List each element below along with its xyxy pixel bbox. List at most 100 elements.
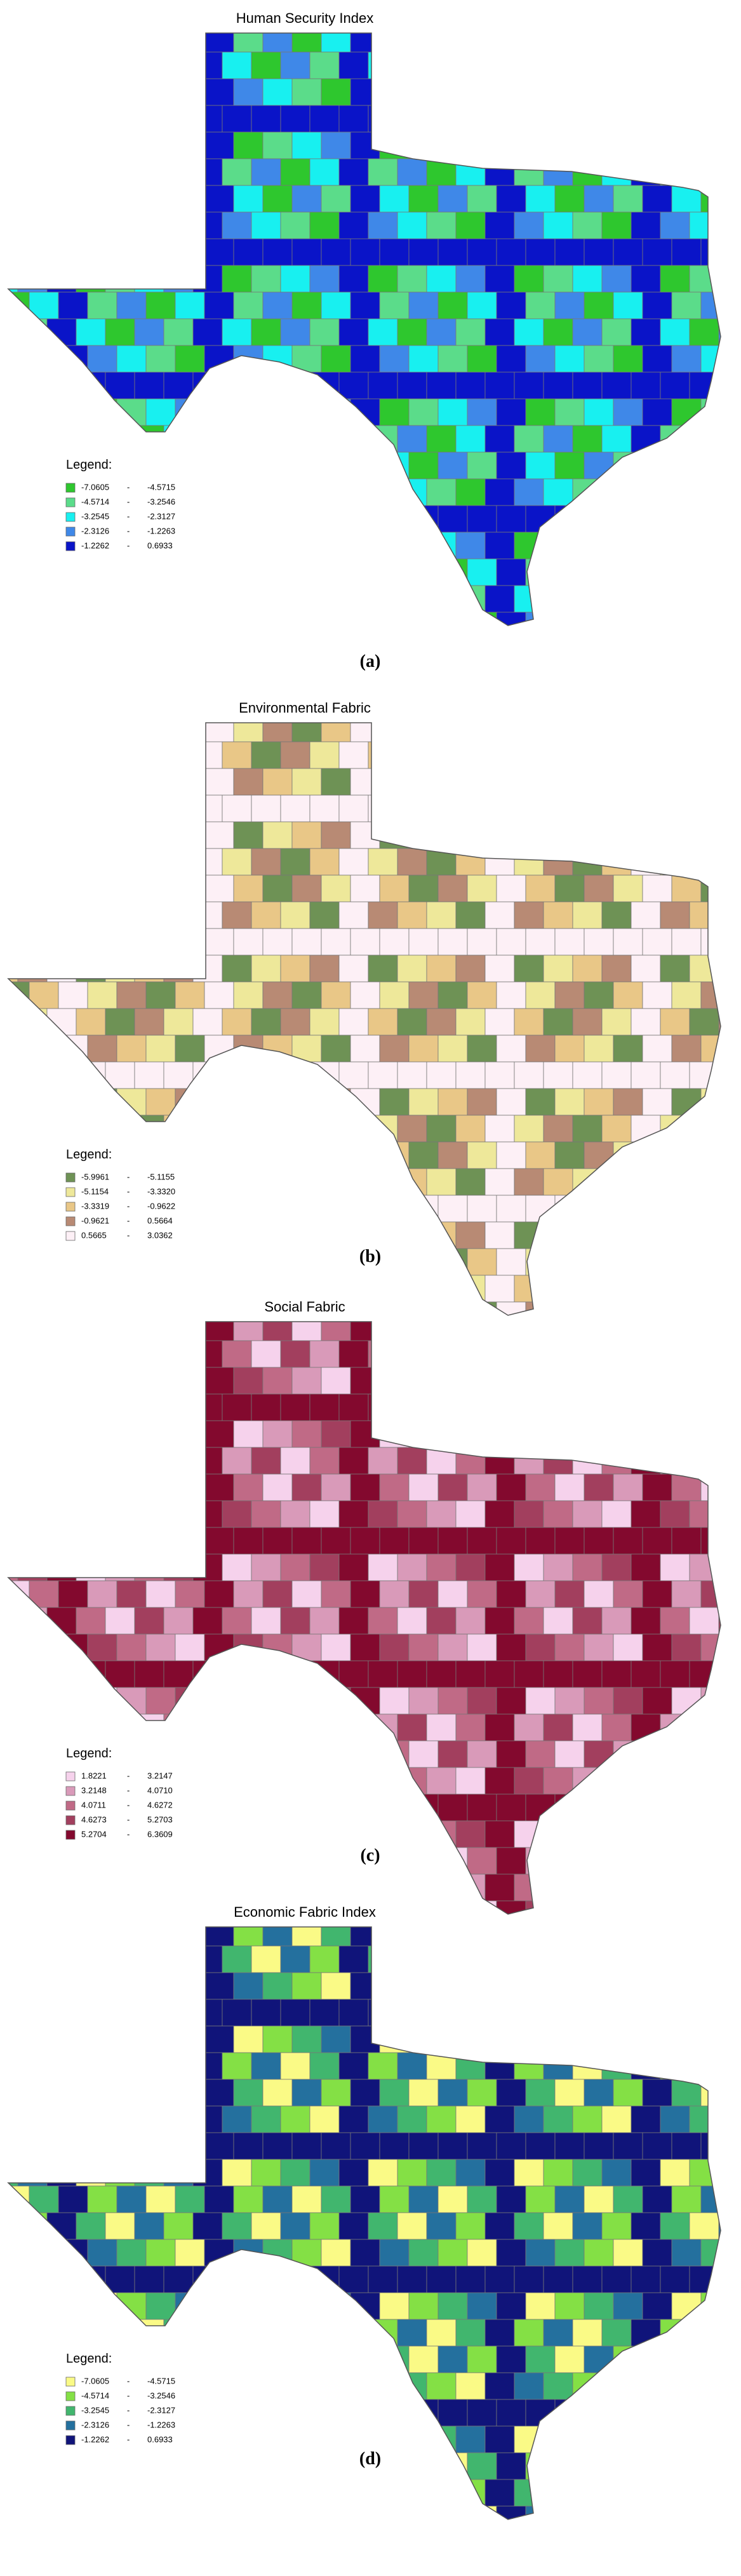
county (689, 158, 719, 186)
county (262, 1927, 293, 1947)
county (76, 265, 106, 293)
county (204, 1972, 234, 2000)
county (350, 238, 380, 266)
county (17, 1275, 48, 1303)
county (543, 1447, 573, 1475)
county (280, 158, 310, 186)
county (572, 211, 603, 239)
county (163, 1340, 194, 1368)
county (554, 1367, 585, 1395)
county (496, 1248, 526, 1276)
county (554, 238, 585, 266)
county (222, 1168, 252, 1196)
county (29, 2292, 59, 2320)
county (601, 1714, 632, 1741)
county (631, 1714, 661, 1741)
county (29, 1035, 59, 1063)
county (718, 1340, 721, 1368)
county (455, 1820, 486, 1848)
county (514, 105, 544, 133)
county (554, 768, 585, 796)
county (87, 1367, 117, 1395)
county (291, 2185, 322, 2213)
county (584, 2025, 614, 2053)
county (192, 1168, 223, 1196)
county (525, 2025, 556, 2053)
county (204, 1141, 234, 1169)
county (642, 452, 672, 480)
county (291, 821, 322, 849)
county (730, 2399, 741, 2426)
county (496, 558, 526, 586)
county (145, 2239, 176, 2267)
county (660, 1008, 690, 1036)
county (175, 33, 205, 53)
county (134, 2265, 164, 2293)
county (222, 585, 252, 613)
county (280, 1607, 310, 1635)
legend-low: -2.3126 (81, 526, 109, 535)
county (8, 105, 18, 133)
county (17, 265, 48, 293)
county (58, 1527, 88, 1555)
county (8, 1275, 18, 1303)
county (0, 1928, 18, 1954)
legend-dash: - (127, 1230, 130, 1240)
county (233, 78, 264, 106)
county (58, 2185, 88, 2213)
county (554, 1527, 585, 1555)
county (164, 1329, 193, 1355)
county (280, 2265, 310, 2293)
county (584, 2185, 614, 2213)
county (584, 1740, 614, 1768)
county (134, 1115, 164, 1143)
county (601, 1168, 632, 1196)
county (514, 1767, 544, 1795)
county (116, 185, 147, 213)
county (251, 478, 281, 506)
county (397, 1168, 427, 1196)
county (642, 292, 672, 319)
county (514, 2533, 544, 2559)
county (642, 1740, 672, 1768)
county (601, 318, 632, 346)
legend-low: -3.3319 (81, 1201, 109, 1211)
county (192, 105, 223, 133)
county (368, 2159, 398, 2187)
county (116, 558, 147, 586)
legend-title: Legend: (66, 1747, 112, 1761)
county (631, 1660, 661, 1688)
county (671, 1847, 702, 1875)
county (554, 398, 585, 426)
county (554, 1927, 585, 1947)
county (192, 425, 223, 453)
county (338, 372, 369, 399)
county (58, 928, 88, 956)
county (379, 1927, 410, 1947)
county (730, 1367, 741, 1394)
county (192, 2265, 223, 2293)
county (543, 795, 573, 822)
county (251, 1553, 281, 1581)
county (671, 2185, 702, 2213)
county (309, 1115, 340, 1143)
county (309, 532, 340, 560)
county (105, 532, 135, 560)
county (309, 265, 340, 293)
county (379, 238, 410, 266)
county (233, 1687, 264, 1715)
county (572, 1115, 603, 1143)
county (397, 478, 427, 506)
county (29, 1847, 59, 1875)
county (175, 723, 205, 742)
county (437, 2025, 468, 2053)
county (105, 848, 135, 876)
county (222, 901, 252, 929)
county (455, 2105, 486, 2133)
county (642, 2452, 672, 2480)
county (262, 2025, 293, 2053)
county (8, 1553, 18, 1581)
county (76, 1329, 105, 1355)
county (87, 558, 117, 586)
county (456, 1329, 485, 1355)
